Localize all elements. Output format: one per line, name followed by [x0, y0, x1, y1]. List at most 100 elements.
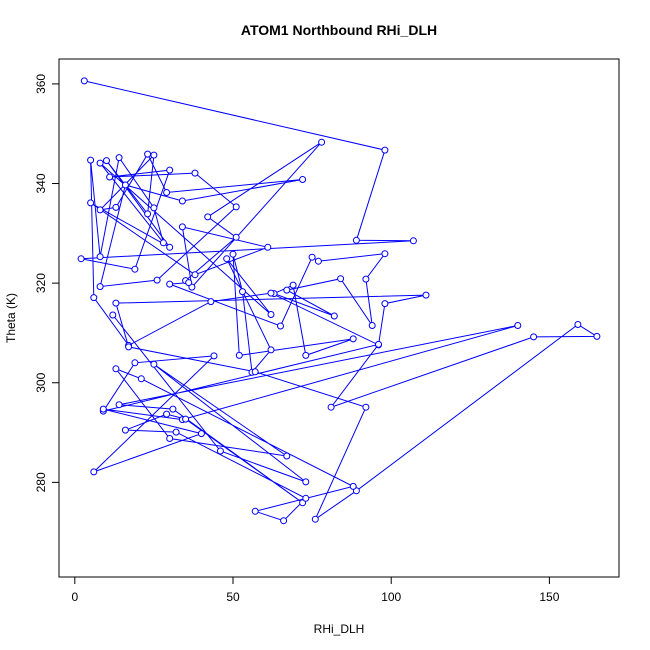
- data-point: [422, 291, 430, 299]
- plot-frame: [58, 58, 620, 578]
- data-point: [283, 286, 291, 294]
- data-point: [182, 415, 190, 423]
- data-point: [106, 173, 114, 181]
- data-point: [235, 351, 243, 359]
- data-point: [115, 401, 123, 409]
- data-point: [87, 156, 95, 164]
- data-point: [172, 428, 180, 436]
- data-point: [153, 276, 161, 284]
- data-point: [239, 288, 246, 296]
- series-line: [81, 80, 599, 522]
- data-point: [185, 279, 193, 287]
- series-layer: [77, 77, 601, 525]
- data-point: [216, 447, 224, 455]
- data-point: [267, 346, 275, 354]
- data-point: [375, 340, 382, 348]
- data-point: [150, 360, 158, 368]
- data-point: [99, 405, 107, 413]
- y-tick-label: 360: [34, 74, 48, 94]
- data-point: [302, 351, 310, 359]
- data-point: [223, 255, 231, 263]
- data-point: [166, 280, 174, 288]
- data-point: [299, 176, 307, 183]
- data-point: [349, 482, 357, 490]
- data-point: [210, 352, 218, 360]
- data-point: [109, 311, 117, 319]
- data-point: [362, 403, 370, 411]
- data-point: [318, 138, 326, 146]
- x-tick-label: 150: [539, 590, 559, 604]
- data-point: [267, 311, 275, 318]
- data-point: [115, 154, 123, 162]
- data-point: [150, 151, 158, 159]
- data-point: [381, 250, 389, 258]
- x-tick-label: 0: [71, 590, 78, 604]
- data-point: [137, 375, 145, 383]
- data-point: [112, 299, 120, 307]
- data-point: [121, 426, 129, 434]
- y-axis-label: Theta (K): [4, 293, 18, 343]
- data-point: [368, 322, 376, 329]
- data-point: [112, 203, 120, 211]
- data-point: [362, 275, 370, 283]
- data-point: [302, 494, 310, 502]
- data-point: [163, 410, 171, 418]
- data-point: [308, 253, 316, 261]
- data-point: [96, 253, 104, 261]
- data-point: [121, 181, 129, 189]
- data-point: [302, 478, 310, 486]
- data-point: [289, 281, 297, 289]
- x-axis-label: RHi_DLH: [314, 622, 365, 636]
- data-point: [283, 452, 291, 460]
- y-tick-label: 340: [34, 173, 48, 193]
- x-tick-label: 50: [226, 590, 240, 604]
- data-point: [103, 157, 110, 165]
- data-point: [514, 322, 522, 329]
- data-point: [178, 223, 186, 231]
- data-point: [204, 213, 212, 221]
- data-point: [277, 322, 284, 330]
- data-point: [166, 243, 174, 251]
- data-point: [232, 203, 240, 211]
- data-point: [251, 368, 259, 376]
- data-point: [352, 236, 360, 244]
- data-point: [381, 300, 389, 308]
- data-point: [166, 435, 174, 442]
- data-point: [131, 359, 139, 367]
- data-point: [125, 343, 133, 351]
- data-point: [349, 335, 357, 343]
- data-point: [144, 210, 152, 218]
- data-point: [593, 332, 601, 340]
- data-point: [574, 321, 582, 328]
- data-point: [178, 197, 186, 205]
- data-point: [311, 515, 319, 523]
- data-point: [163, 189, 171, 196]
- x-axis: 0 50 100 150: [71, 576, 560, 604]
- data-point: [264, 243, 272, 251]
- data-point: [327, 403, 335, 411]
- data-point: [77, 255, 85, 263]
- data-point: [314, 257, 322, 265]
- y-tick-label: 300: [34, 372, 48, 392]
- data-point: [169, 405, 177, 413]
- data-point: [87, 199, 95, 207]
- data-point: [90, 294, 98, 302]
- data-point: [166, 166, 174, 174]
- data-point: [112, 365, 120, 373]
- data-point: [150, 204, 158, 212]
- chart-title: ATOM1 Northbound RHi_DLH: [241, 22, 437, 38]
- data-point: [267, 289, 275, 297]
- data-point: [232, 233, 240, 241]
- data-point: [96, 159, 104, 167]
- data-point: [280, 517, 288, 525]
- x-tick-label: 100: [381, 590, 401, 604]
- data-point: [191, 169, 199, 177]
- data-point: [330, 312, 338, 320]
- data-point: [530, 333, 538, 341]
- data-point: [409, 237, 417, 245]
- y-tick-label: 320: [34, 273, 48, 293]
- data-point: [381, 146, 389, 154]
- data-point: [337, 275, 345, 283]
- data-point: [131, 265, 139, 273]
